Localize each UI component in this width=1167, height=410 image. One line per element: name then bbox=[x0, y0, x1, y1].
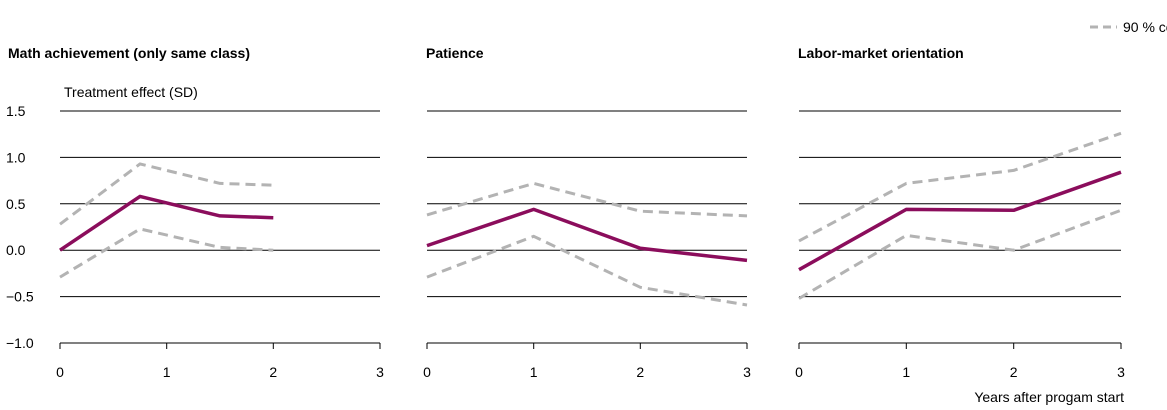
x-tick-label: 2 bbox=[269, 364, 277, 380]
treatment-effect-line bbox=[426, 207, 748, 263]
x-axis-title: Years after progam start bbox=[974, 389, 1124, 405]
x-tick-label: 0 bbox=[56, 364, 64, 380]
upper-confidence-band bbox=[59, 162, 274, 226]
panel-title-labor: Labor-market orientation bbox=[798, 45, 964, 61]
x-tick-label: 3 bbox=[743, 364, 751, 380]
lower-confidence-band bbox=[798, 208, 1122, 300]
chart-panels: 0 1 2 3 1.5 1.0 0.5 0.0 −0.5 −1.0 0 1 2 3 0 1 2 3 bbox=[6, 103, 1125, 380]
y-tick-label: −1.0 bbox=[6, 335, 34, 351]
y-tick-label: 0.0 bbox=[6, 242, 26, 258]
treatment-effect-line bbox=[59, 194, 274, 252]
panel-title-patience: Patience bbox=[426, 45, 484, 61]
panel-0: 0 1 2 3 1.5 1.0 0.5 0.0 −0.5 −1.0 bbox=[6, 103, 384, 380]
upper-confidence-band bbox=[798, 131, 1122, 243]
legend-label: 90 % confidence bands bbox=[1123, 19, 1167, 35]
y-axis-title: Treatment effect (SD) bbox=[64, 84, 198, 100]
x-tick-label: 0 bbox=[423, 364, 431, 380]
lower-confidence-band bbox=[59, 227, 274, 279]
x-tick-label: 2 bbox=[1010, 364, 1018, 380]
treatment-effect-line bbox=[798, 170, 1122, 272]
x-tick-label: 0 bbox=[795, 364, 803, 380]
panel-1: 0 1 2 3 bbox=[423, 110, 751, 380]
y-tick-label: −0.5 bbox=[6, 289, 34, 305]
y-tick-label: 0.5 bbox=[6, 196, 26, 212]
upper-confidence-band bbox=[426, 181, 748, 218]
x-tick-label: 2 bbox=[636, 364, 644, 380]
panel-title-math: Math achievement (only same class) bbox=[8, 45, 250, 61]
x-tick-label: 1 bbox=[163, 364, 171, 380]
x-tick-label: 3 bbox=[1117, 364, 1125, 380]
x-tick-label: 3 bbox=[376, 364, 384, 380]
y-tick-label: 1.5 bbox=[6, 103, 26, 119]
panel-2: 0 1 2 3 bbox=[795, 110, 1125, 380]
y-tick-label: 1.0 bbox=[6, 149, 26, 165]
x-tick-label: 1 bbox=[902, 364, 910, 380]
lower-confidence-band bbox=[426, 234, 748, 307]
x-tick-label: 1 bbox=[530, 364, 538, 380]
